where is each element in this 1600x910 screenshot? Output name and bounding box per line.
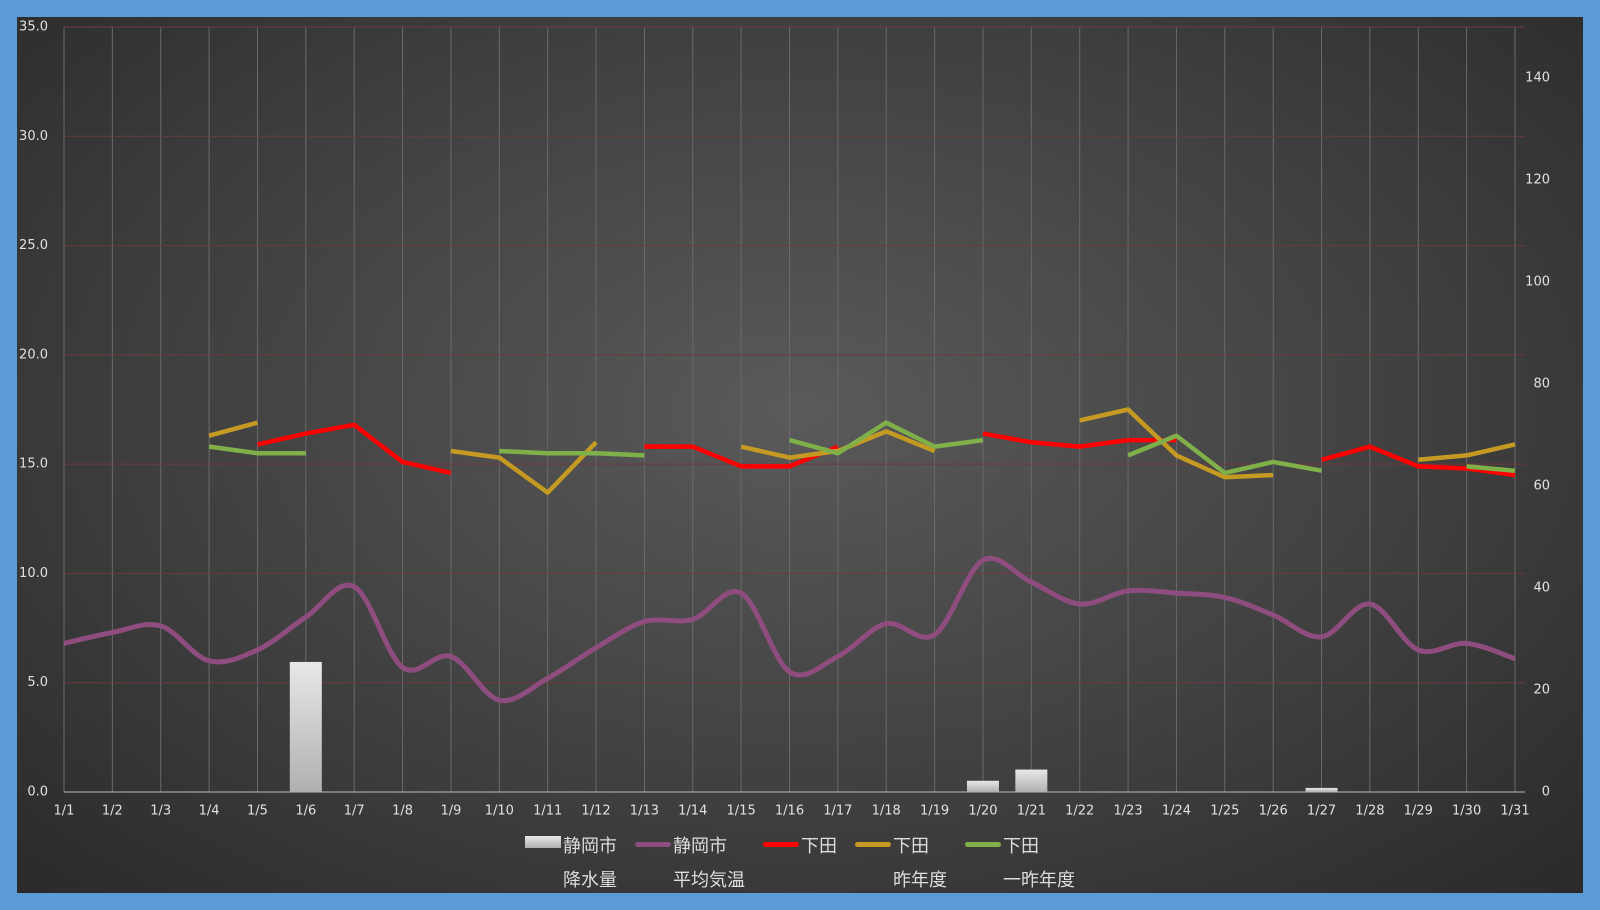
x-tick-label: 1/11 — [533, 804, 562, 819]
x-tick-label: 1/8 — [392, 804, 413, 819]
y-tick-label: 15.0 — [19, 457, 48, 472]
x-tick-label: 1/17 — [823, 804, 852, 819]
x-tick-label: 1/4 — [199, 804, 220, 819]
x-tick-label: 1/6 — [295, 804, 316, 819]
x-tick-label: 1/29 — [1404, 804, 1433, 819]
x-tick-label: 1/28 — [1355, 804, 1384, 819]
y2-tick-label: 0 — [1542, 785, 1550, 800]
x-tick-label: 1/12 — [581, 804, 610, 819]
x-tick-label: 1/9 — [440, 804, 461, 819]
x-tick-label: 1/25 — [1210, 804, 1239, 819]
x-tick-label: 1/19 — [920, 804, 949, 819]
legend-item: 下田 昨年度 — [855, 830, 947, 898]
x-tick-label: 1/21 — [1017, 804, 1046, 819]
line — [208, 407, 1516, 495]
y2-tick-label: 80 — [1533, 377, 1550, 392]
x-tick-label: 1/10 — [485, 804, 514, 819]
y-tick-label: 0.0 — [27, 785, 48, 800]
legend-label: 下田 一昨年度 — [1003, 836, 1075, 891]
legend-item: 静岡市 平均気温 — [635, 830, 745, 898]
line — [63, 556, 1516, 704]
y-tick-label: 25.0 — [19, 238, 48, 253]
legend-label: 下田 — [801, 836, 837, 857]
y-tick-label: 20.0 — [19, 347, 48, 362]
legend-label: 静岡市 降水量 — [563, 836, 617, 891]
y2-tick-label: 120 — [1525, 173, 1550, 188]
bar — [1015, 769, 1048, 792]
bar — [1305, 787, 1338, 792]
line — [256, 422, 1516, 478]
x-tick-label: 1/13 — [630, 804, 659, 819]
x-tick-label: 1/31 — [1500, 804, 1529, 819]
legend-swatch — [855, 842, 891, 847]
x-tick-label: 1/5 — [247, 804, 268, 819]
x-tick-label: 1/15 — [727, 804, 756, 819]
bar — [289, 661, 322, 792]
x-tick-label: 1/14 — [678, 804, 707, 819]
legend: 静岡市 降水量 静岡市 平均気温 下田 下田 昨年度 下田 一昨年度 — [0, 830, 1600, 898]
x-tick-label: 1/30 — [1452, 804, 1481, 819]
line — [208, 420, 1516, 476]
legend-label: 下田 昨年度 — [893, 836, 947, 891]
x-tick-label: 1/23 — [1113, 804, 1142, 819]
x-tick-label: 1/27 — [1307, 804, 1336, 819]
legend-swatch — [525, 836, 561, 848]
legend-item: 下田 — [763, 830, 837, 898]
y-tick-label: 30.0 — [19, 129, 48, 144]
x-tick-label: 1/7 — [344, 804, 365, 819]
y-tick-label: 35.0 — [19, 20, 48, 35]
x-tick-label: 1/1 — [54, 804, 75, 819]
x-tick-label: 1/20 — [968, 804, 997, 819]
y-tick-label: 10.0 — [19, 566, 48, 581]
legend-item: 下田 一昨年度 — [965, 830, 1075, 898]
y2-tick-label: 40 — [1533, 581, 1550, 596]
y2-tick-label: 60 — [1533, 479, 1550, 494]
x-tick-label: 1/26 — [1259, 804, 1288, 819]
x-tick-label: 1/2 — [102, 804, 123, 819]
legend-label: 静岡市 平均気温 — [673, 836, 745, 891]
bar — [966, 780, 999, 792]
x-tick-label: 1/3 — [150, 804, 171, 819]
x-tick-label: 1/24 — [1162, 804, 1191, 819]
x-tick-label: 1/16 — [775, 804, 804, 819]
legend-item: 静岡市 降水量 — [525, 830, 617, 898]
x-tick-label: 1/18 — [872, 804, 901, 819]
legend-swatch — [965, 842, 1001, 847]
legend-swatch — [635, 842, 671, 847]
y-tick-label: 5.0 — [27, 675, 48, 690]
legend-swatch — [763, 842, 799, 847]
y2-tick-label: 140 — [1525, 71, 1550, 86]
x-tick-label: 1/22 — [1065, 804, 1094, 819]
y2-tick-label: 100 — [1525, 275, 1550, 290]
y2-tick-label: 20 — [1533, 683, 1550, 698]
